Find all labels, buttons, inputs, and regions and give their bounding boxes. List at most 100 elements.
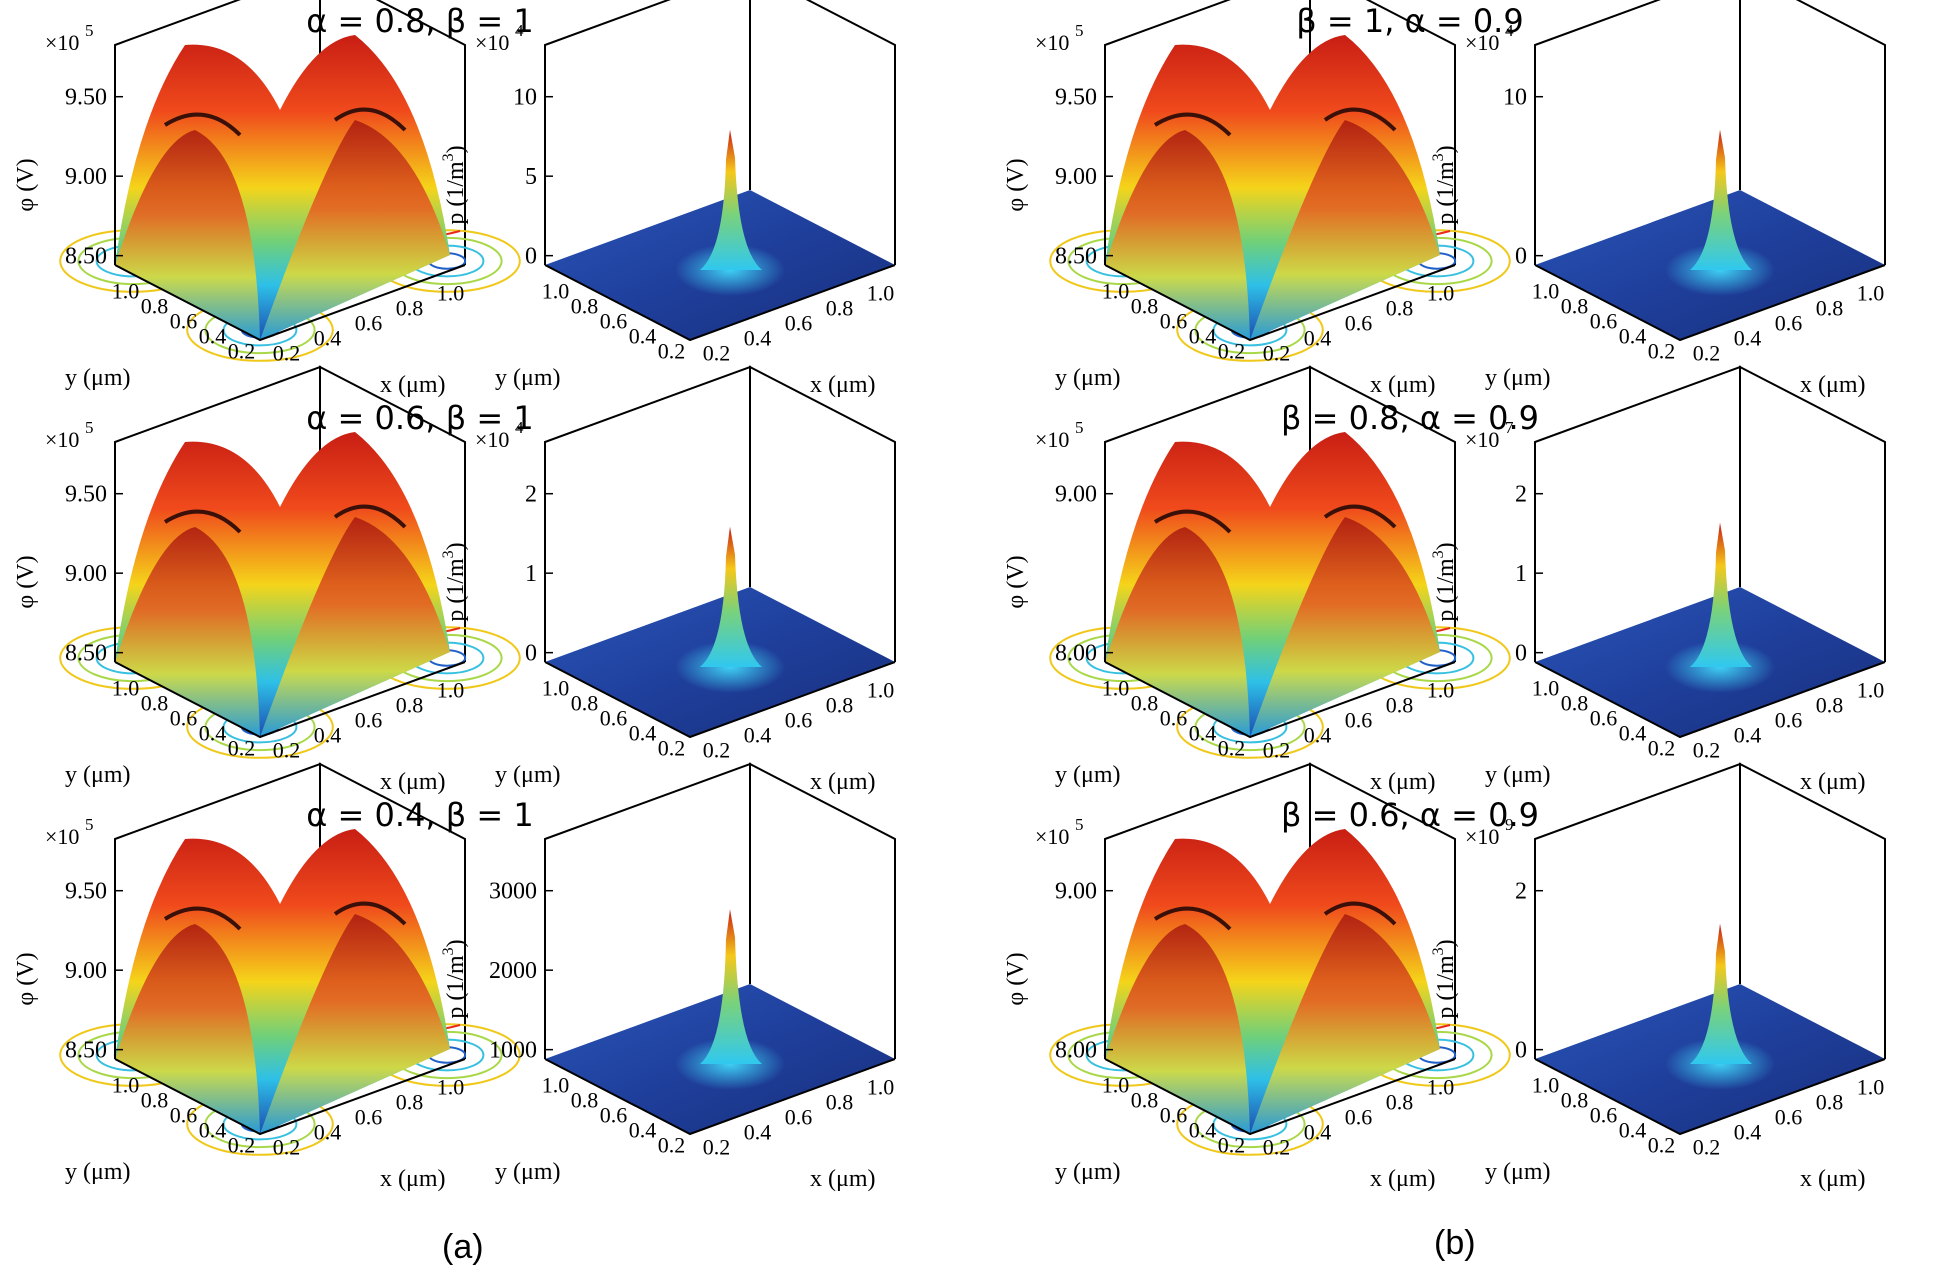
y-axis-label: y (μm) <box>1055 762 1121 788</box>
z-multiplier: ×10 <box>1465 824 1499 849</box>
z-axis-label: φ (V) <box>1003 952 1029 1005</box>
chart-panel-1: 8.509.009.50×10 5φ (V)0.20.40.60.81.00.20… <box>13 0 534 398</box>
z-tick-label: 8.50 <box>65 244 107 270</box>
surface-front-right <box>260 914 450 1134</box>
back-wall-right <box>1739 762 1886 1059</box>
x-tick-label: 0.8 <box>826 693 854 718</box>
y-axis-label: y (μm) <box>1485 762 1551 788</box>
x-tick-label: 0.8 <box>1386 1090 1414 1115</box>
y-tick-label: 0.8 <box>571 691 599 716</box>
chart-panel-11: 8.009.00×10 5φ (V)0.20.40.60.81.00.20.40.… <box>1003 762 1539 1192</box>
potential-surface <box>1105 432 1440 737</box>
z-multiplier: ×10 <box>45 30 79 55</box>
z-multiplier-exponent: 4 <box>515 418 524 437</box>
surface-front-right <box>260 120 450 340</box>
y-tick-label: 0.8 <box>1131 691 1159 716</box>
x-tick-label: 0.4 <box>1734 326 1762 351</box>
x-tick-label: 0.2 <box>703 738 731 763</box>
z-tick-label: 10 <box>513 85 537 111</box>
chart-panel-9: 8.509.009.50×10 5φ (V)0.20.40.60.81.00.20… <box>13 762 534 1192</box>
z-multiplier: ×10 <box>1035 824 1069 849</box>
potential-surface <box>1105 829 1440 1134</box>
surface-ridge-left <box>1153 906 1232 931</box>
surface-front-left <box>115 527 260 737</box>
y-tick-label: 0.4 <box>199 1118 227 1143</box>
z-tick-label: 9.50 <box>65 879 107 905</box>
potential-surface <box>115 432 450 737</box>
x-axis-label: x (μm) <box>1800 769 1866 795</box>
z-tick-label: 0 <box>525 641 537 667</box>
chart-panel-5: 8.509.009.50×10 5φ (V)0.20.40.60.81.00.20… <box>13 365 534 795</box>
x-tick-label: 0.2 <box>1263 738 1291 763</box>
z-tick-label: 8.00 <box>1055 1038 1097 1064</box>
y-tick-label: 0.2 <box>658 1133 686 1158</box>
x-tick-label: 0.2 <box>703 1135 731 1160</box>
x-tick-label: 0.4 <box>744 326 772 351</box>
chart-panel-12: 02×10 9p (1/m3)0.20.40.60.81.00.20.40.60.… <box>1430 762 1886 1192</box>
x-tick-label: 1.0 <box>437 678 465 703</box>
bottom-axes <box>1534 264 1886 342</box>
bottom-axes <box>1534 1058 1886 1136</box>
x-tick-label: 0.2 <box>273 1135 301 1160</box>
x-axis-label: x (μm) <box>1370 1166 1436 1192</box>
y-axis-label: y (μm) <box>495 762 561 788</box>
x-tick-label: 1.0 <box>1857 281 1885 306</box>
y-tick-label: 0.2 <box>228 1133 256 1158</box>
y-tick-label: 0.6 <box>600 1103 628 1128</box>
surface-front-left <box>1105 924 1250 1134</box>
back-wall-right <box>749 762 896 1059</box>
y-tick-label: 0.2 <box>1218 736 1246 761</box>
y-tick-label: 0.8 <box>1561 294 1589 319</box>
z-tick-label: 8.50 <box>65 641 107 667</box>
surface-ridge-left <box>163 906 242 931</box>
chart-panel-8: 012×10 7p (1/m3)0.20.40.60.81.00.20.40.60… <box>1430 365 1886 795</box>
z-axis-label-exponent: 3 <box>440 947 457 955</box>
z-axis-label-end: ) <box>443 145 469 153</box>
chart-panel-4: 010×10 4p (1/m3)0.20.40.60.81.00.20.40.60… <box>1430 0 1886 398</box>
chart-panel-3: 8.509.009.50×10 5φ (V)0.20.40.60.81.00.20… <box>1003 0 1524 398</box>
y-tick-label: 0.2 <box>1648 1133 1676 1158</box>
z-multiplier-exponent: 7 <box>1505 418 1514 437</box>
y-tick-label: 0.8 <box>1561 1088 1589 1113</box>
y-tick-label: 0.6 <box>600 706 628 731</box>
x-tick-label: 0.8 <box>1816 1090 1844 1115</box>
y-tick-label: 0.4 <box>629 1118 657 1143</box>
y-axis-label: y (μm) <box>1055 1159 1121 1185</box>
x-tick-label: 0.2 <box>1263 1135 1291 1160</box>
surface-ridge-right <box>1323 504 1397 529</box>
y-tick-label: 1.0 <box>542 1073 570 1098</box>
z-tick-label: 8.50 <box>65 1038 107 1064</box>
panel-title: α = 0.4, β = 1 <box>306 796 533 834</box>
y-tick-label: 0.8 <box>1131 1088 1159 1113</box>
x-tick-label: 0.4 <box>1734 1120 1762 1145</box>
x-tick-label: 0.4 <box>1304 723 1332 748</box>
y-tick-label: 0.8 <box>1131 294 1159 319</box>
z-tick-label: 8.50 <box>1055 244 1097 270</box>
z-tick-label: 1 <box>1515 561 1527 587</box>
x-tick-label: 0.4 <box>1304 326 1332 351</box>
bottom-axes <box>114 1058 466 1136</box>
y-tick-label: 0.2 <box>1218 339 1246 364</box>
x-tick-label: 1.0 <box>867 1075 895 1100</box>
x-tick-label: 1.0 <box>867 281 895 306</box>
z-tick-label: 0 <box>525 244 537 270</box>
y-tick-label: 0.4 <box>1189 324 1217 349</box>
z-tick-label: 9.50 <box>1055 85 1097 111</box>
bottom-axes <box>1104 1058 1456 1136</box>
density-peak <box>1690 923 1752 1064</box>
x-tick-label: 0.6 <box>1345 1105 1373 1130</box>
z-tick-label: 9.00 <box>65 164 107 190</box>
density-surface <box>1535 923 1885 1134</box>
surface-ridge-left <box>163 112 242 137</box>
z-tick-label: 9.00 <box>65 561 107 587</box>
y-tick-label: 0.8 <box>571 1088 599 1113</box>
y-tick-label: 0.2 <box>228 736 256 761</box>
y-tick-label: 0.6 <box>1160 309 1188 334</box>
x-axis-label: x (μm) <box>810 769 876 795</box>
potential-surface <box>1105 35 1440 340</box>
potential-surface <box>115 829 450 1134</box>
potential-surface <box>115 35 450 340</box>
z-tick-label: 2 <box>525 482 537 508</box>
x-tick-label: 1.0 <box>1427 1075 1455 1100</box>
